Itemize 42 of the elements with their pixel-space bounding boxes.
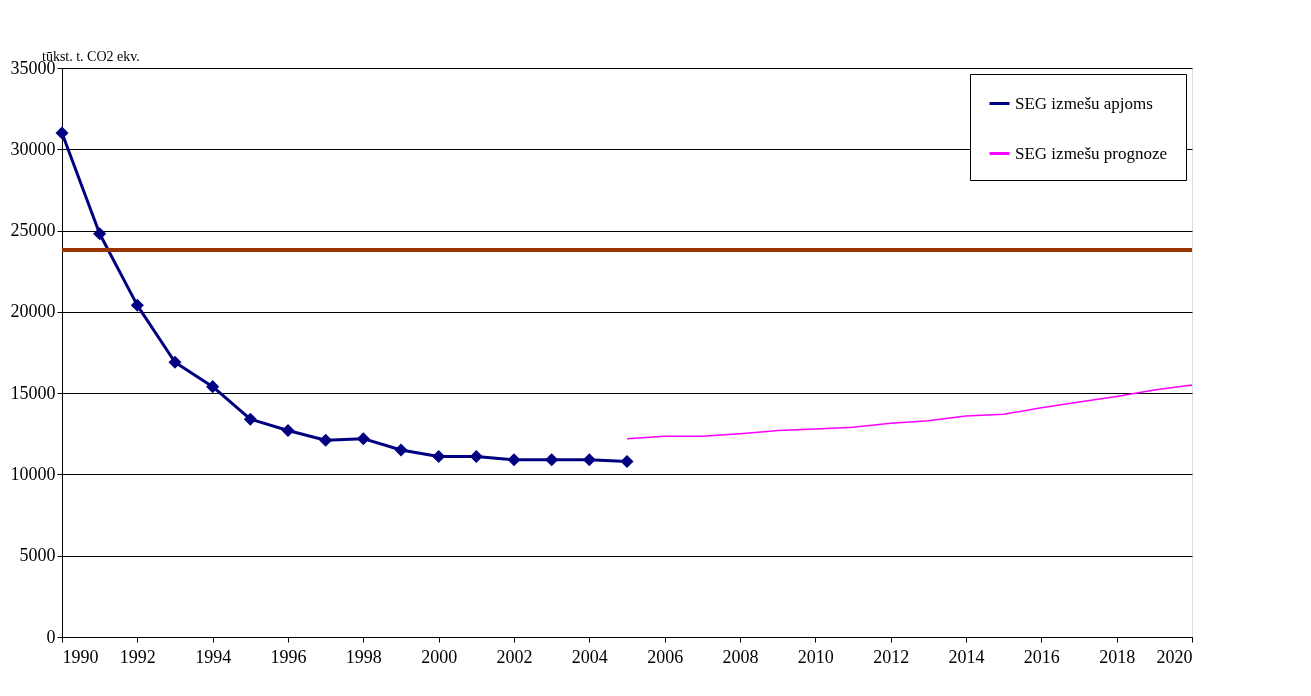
y-tick-label: 20000 — [10, 301, 56, 322]
x-tick-label: 2004 — [571, 646, 608, 667]
x-tick-label: 1994 — [195, 646, 232, 667]
point — [130, 298, 144, 312]
x-tick-label: 2014 — [948, 646, 985, 667]
point — [281, 424, 295, 438]
point — [206, 380, 220, 394]
legend-label: SEG izmešu prognoze — [1015, 143, 1168, 163]
x-tick-label: 1996 — [270, 646, 307, 667]
point — [432, 450, 446, 464]
point — [168, 355, 182, 369]
x-tick-label: 1992 — [119, 646, 156, 667]
y-tick-label: 30000 — [10, 138, 56, 159]
x-tick-label: 2012 — [873, 646, 910, 667]
x-tick-label: 2006 — [647, 646, 684, 667]
legend-label: SEG izmešu apjoms — [1015, 93, 1153, 113]
x-tick-label: 2008 — [722, 646, 759, 667]
x-tick-label: 2020 — [1156, 646, 1193, 667]
point — [545, 453, 559, 467]
y-tick-label: 0 — [46, 626, 56, 647]
y-tick-label: 10000 — [10, 463, 56, 484]
point — [243, 412, 257, 426]
point — [620, 454, 634, 468]
point — [93, 227, 107, 241]
point — [394, 443, 408, 457]
y-tick-label: 15000 — [10, 382, 56, 403]
point — [356, 432, 370, 446]
x-tick-label: 2018 — [1099, 646, 1136, 667]
x-tick-label: 1990 — [62, 646, 99, 667]
point — [55, 126, 69, 140]
line-series — [626, 384, 1193, 440]
point — [469, 450, 483, 464]
point — [582, 453, 596, 467]
point — [507, 453, 521, 467]
point — [319, 433, 333, 447]
x-tick-label: 2010 — [797, 646, 834, 667]
y-tick-label: 25000 — [10, 220, 56, 241]
x-tick-label: 2016 — [1023, 646, 1060, 667]
x-tick-label: 2002 — [496, 646, 533, 667]
x-tick-label: 1998 — [345, 646, 382, 667]
x-tick-label: 2000 — [421, 646, 458, 667]
y-tick-label: 5000 — [19, 545, 56, 566]
